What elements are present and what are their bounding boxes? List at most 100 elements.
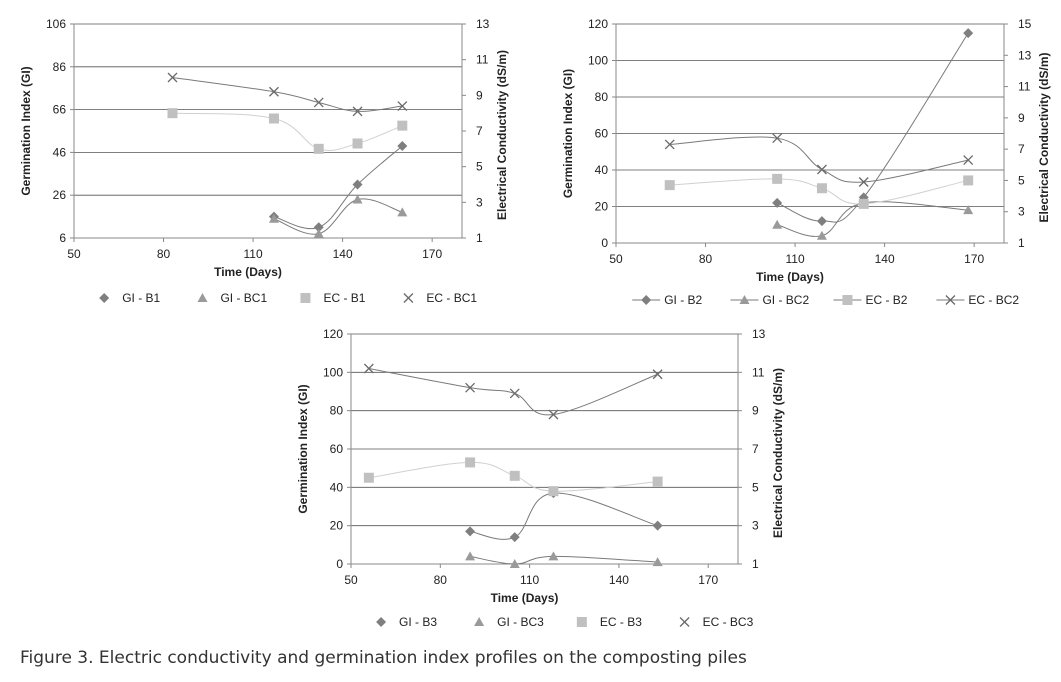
y-tick-label: 100 bbox=[588, 54, 608, 68]
legend-marker bbox=[945, 295, 956, 305]
y-tick-label: 66 bbox=[53, 103, 67, 117]
x-tick-label: 170 bbox=[964, 252, 984, 266]
x-tick-label: 170 bbox=[422, 247, 442, 261]
data-point bbox=[269, 86, 279, 97]
data-point bbox=[397, 120, 408, 131]
x-tick-label: 140 bbox=[875, 252, 895, 266]
series-line bbox=[469, 555, 658, 565]
legend-marker bbox=[641, 295, 652, 305]
series-gi-bc3 bbox=[465, 551, 663, 568]
legend-marker bbox=[99, 293, 110, 303]
legend-label: EC - BC2 bbox=[968, 293, 1019, 307]
y2-tick-label: 3 bbox=[476, 195, 483, 209]
data-point bbox=[652, 476, 663, 487]
legend-marker bbox=[376, 617, 387, 627]
legend: GI - B3 GI - BC3 EC - B3 EC - BC3 bbox=[376, 615, 754, 629]
legend-marker bbox=[474, 617, 485, 626]
x-tick-label: 80 bbox=[157, 247, 171, 261]
legend-marker bbox=[197, 293, 208, 302]
y-tick-label: 6 bbox=[59, 231, 66, 245]
series-gi-bc1 bbox=[268, 194, 408, 238]
data-point bbox=[313, 228, 324, 238]
legend-label: GI - BC1 bbox=[220, 291, 267, 305]
series-gi-b1 bbox=[268, 140, 408, 233]
legend-label: EC - B2 bbox=[865, 293, 907, 307]
y2-tick-label: 9 bbox=[476, 88, 483, 102]
x-axis-label: Time (Days) bbox=[491, 591, 559, 605]
y2-tick-label: 11 bbox=[476, 53, 489, 67]
legend-item: GI - BC2 bbox=[730, 293, 809, 307]
legend-item: GI - B2 bbox=[632, 293, 703, 307]
legend-label: EC - B1 bbox=[323, 291, 365, 305]
series-ec-b2 bbox=[664, 173, 974, 209]
y2-tick-label: 13 bbox=[1018, 48, 1032, 62]
legend-marker bbox=[300, 293, 311, 303]
series-line bbox=[172, 77, 403, 112]
legend-label: GI - B1 bbox=[122, 291, 160, 305]
x-axis-label: Time (Days) bbox=[214, 265, 282, 279]
y-tick-label: 80 bbox=[595, 90, 609, 104]
y2-tick-label: 11 bbox=[752, 365, 765, 379]
series-ec-bc1 bbox=[167, 72, 408, 117]
legend-label: GI - B2 bbox=[664, 293, 702, 307]
y-axis-label: Germination Index (GI) bbox=[19, 66, 33, 195]
x-tick-label: 110 bbox=[786, 252, 805, 266]
data-point bbox=[465, 382, 476, 393]
legend-item: EC - B2 bbox=[833, 293, 908, 307]
data-point bbox=[664, 139, 675, 150]
legend-item: EC - BC3 bbox=[679, 615, 754, 629]
data-point bbox=[167, 108, 178, 119]
y-tick-label: 120 bbox=[323, 327, 343, 341]
legend-item: GI - BC3 bbox=[474, 615, 544, 629]
series-gi-b3 bbox=[465, 488, 663, 543]
x-tick-label: 170 bbox=[698, 573, 718, 587]
data-point bbox=[816, 230, 827, 240]
y-tick-label: 100 bbox=[323, 365, 343, 379]
series-line bbox=[469, 492, 658, 540]
x-tick-label: 80 bbox=[699, 252, 713, 266]
y2-axis-label: Electrical Conductivity (dS/m) bbox=[1037, 52, 1051, 222]
y2-tick-label: 7 bbox=[476, 124, 483, 138]
y-tick-label: 106 bbox=[46, 17, 66, 31]
figure-caption: Figure 3. Electric conductivity and germ… bbox=[20, 648, 747, 668]
data-point bbox=[772, 219, 783, 229]
data-point bbox=[816, 183, 827, 194]
series-line bbox=[273, 145, 403, 230]
y-axis-label: Germination Index (GI) bbox=[561, 69, 575, 198]
y2-tick-label: 7 bbox=[752, 442, 759, 456]
data-point bbox=[313, 222, 324, 233]
series-line bbox=[172, 112, 403, 151]
data-point bbox=[352, 106, 363, 117]
y-tick-label: 0 bbox=[601, 236, 608, 250]
legend-label: EC - BC1 bbox=[426, 291, 477, 305]
legend-label: EC - BC3 bbox=[703, 615, 754, 629]
data-point bbox=[352, 194, 363, 204]
data-point bbox=[772, 197, 783, 208]
series-line bbox=[777, 201, 969, 237]
legend-item: GI - B1 bbox=[99, 291, 161, 305]
data-point bbox=[548, 409, 559, 420]
data-point bbox=[816, 216, 827, 227]
y2-tick-label: 7 bbox=[1018, 142, 1025, 156]
data-point bbox=[652, 369, 663, 380]
y2-tick-label: 15 bbox=[1018, 17, 1032, 31]
y2-tick-label: 3 bbox=[752, 519, 759, 533]
legend-item: GI - BC1 bbox=[197, 291, 267, 305]
y-tick-label: 120 bbox=[588, 17, 608, 31]
data-point bbox=[509, 388, 520, 399]
y-axis-label: Germination Index (GI) bbox=[296, 384, 310, 513]
y2-axis-label: Electrical Conductivity (dS/m) bbox=[495, 50, 509, 220]
legend-marker bbox=[576, 617, 587, 627]
data-point bbox=[465, 526, 476, 537]
y-tick-label: 86 bbox=[53, 60, 67, 74]
y-tick-label: 20 bbox=[330, 519, 344, 533]
series-ec-bc2 bbox=[664, 133, 974, 187]
series-line bbox=[776, 32, 969, 223]
legend: GI - B2 GI - BC2 EC - B2 EC - BC2 bbox=[632, 293, 1019, 307]
data-point bbox=[509, 559, 520, 568]
y2-tick-label: 1 bbox=[752, 557, 759, 571]
data-point bbox=[963, 155, 974, 166]
